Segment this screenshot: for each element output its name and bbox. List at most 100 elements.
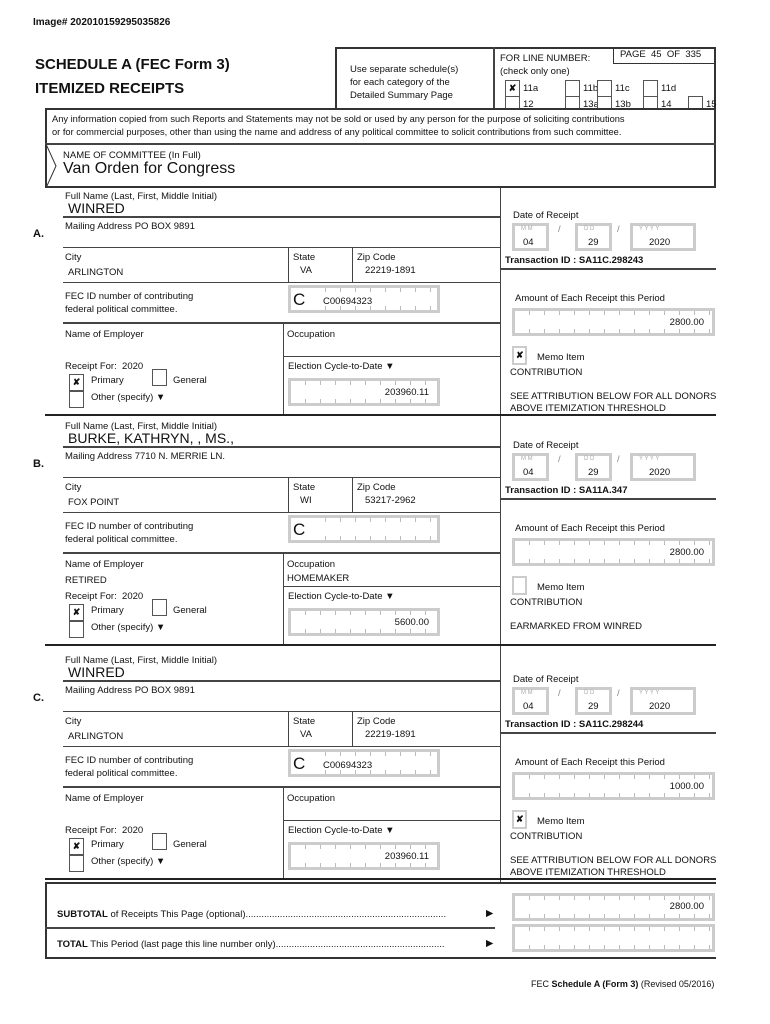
committee-name: Van Orden for Congress [63,160,236,177]
instruction-line: Detailed Summary Page [350,90,453,101]
election-cycle-field-value: 203960.11 [384,851,429,862]
election-cycle-field[interactable]: 5600.00 [288,608,440,636]
entry-letter: C. [33,692,44,704]
subtotal-text: of Receipts This Page (optional)........… [107,909,447,920]
employer-label: Name of Employer [65,559,144,570]
amount-field-value: 2800.00 [669,547,704,558]
memo-item-label: Memo Item [537,352,585,363]
total-field[interactable] [512,924,715,952]
arrow-right-icon: ▶ [486,908,494,919]
day-field[interactable]: D D 29 [575,223,612,251]
general-checkbox[interactable] [152,833,167,850]
day-field[interactable]: D D 29 [575,453,612,481]
other-checkbox[interactable] [69,621,84,638]
memo-text: ABOVE ITEMIZATION THRESHOLD [510,403,666,414]
check-mark-icon: ✘ [516,350,524,360]
line-option-label: 11d [661,83,677,94]
fec-id-label-line: federal political committee. [65,768,178,779]
fec-id-label-line: federal political committee. [65,304,178,315]
mm-hint: M M [521,456,533,462]
other-label: Other (specify) ▼ [91,392,166,403]
instructions: Use separate schedule(s) for each catego… [350,63,458,102]
line-option-label: 13b [615,99,631,110]
election-cycle-label: Election Cycle-to-Date ▼ [288,591,395,602]
primary-label: Primary [91,605,124,616]
fec-id-field[interactable]: C C00694323 [288,749,440,777]
receipt-year: 2020 [122,591,144,602]
memo-item-checkbox[interactable]: ✘ [512,810,527,829]
amount-field[interactable]: 2800.00 [512,308,715,336]
page-total: 335 [685,49,702,60]
address-value: 7710 N. MERRIE LN. [134,451,225,462]
receipt-for: Receipt For: 2020 [65,825,143,836]
zip-label: Zip Code [357,482,396,493]
month-field[interactable]: M M 04 [512,687,549,715]
primary-checkbox[interactable]: ✘ [69,604,84,621]
line-11b-checkbox[interactable] [565,80,580,97]
state-value: WI [300,495,312,506]
subtotal-value: 2800.00 [669,901,704,912]
fec-id-field[interactable]: C [288,515,440,543]
check-mark-icon: ✘ [516,814,524,824]
line-11c-checkbox[interactable] [597,80,612,97]
subtotal-field[interactable]: 2800.00 [512,893,715,921]
other-label: Other (specify) ▼ [91,856,166,867]
receipt-for-label: Receipt For: [65,825,117,836]
day-value: 29 [588,701,599,712]
memo-item-checkbox[interactable] [512,576,527,595]
state-value: VA [300,265,312,276]
itemized-entry: Full Name (Last, First, Middle Initial) … [0,418,770,650]
memo-type: CONTRIBUTION [510,831,583,842]
other-checkbox[interactable] [69,391,84,408]
committee-label: NAME OF COMMITTEE (In Full) [63,150,201,161]
occupation-value: HOMEMAKER [287,573,350,584]
employer-label: Name of Employer [65,329,144,340]
city-label: City [65,716,82,727]
amount-field[interactable]: 1000.00 [512,772,715,800]
primary-label: Primary [91,839,124,850]
memo-type: CONTRIBUTION [510,597,583,608]
form-subtitle: ITEMIZED RECEIPTS [35,80,185,97]
contributor-name: WINRED [68,200,125,216]
city-label: City [65,252,82,263]
date-separator: / [617,224,620,235]
fec-prefix: C [293,754,306,773]
line-11d-checkbox[interactable] [643,80,658,97]
receipt-year: 2020 [122,825,144,836]
day-field[interactable]: D D 29 [575,687,612,715]
date-separator: / [617,454,620,465]
month-field[interactable]: M M 04 [512,223,549,251]
amount-field[interactable]: 2800.00 [512,538,715,566]
month-field[interactable]: M M 04 [512,453,549,481]
general-checkbox[interactable] [152,599,167,616]
entry-letter: B. [33,458,44,470]
transaction-id: Transaction ID : SA11A.347 [505,485,628,496]
memo-text: EARMARKED FROM WINRED [510,621,642,632]
year-field[interactable]: Y Y Y Y 2020 [630,687,696,715]
mailing-address-label: Mailing Address [65,451,133,462]
total-label: TOTAL This Period (last page this line n… [57,939,445,950]
amount-field-value: 1000.00 [669,781,704,792]
general-checkbox[interactable] [152,369,167,386]
zip-label: Zip Code [357,252,396,263]
line-option-label: 11c [615,83,630,94]
month-value: 04 [523,237,534,248]
check-mark-icon: ✘ [72,841,81,851]
occupation-label: Occupation [287,329,336,340]
line-11a-checkbox[interactable]: ✘ [505,80,520,97]
dd-hint: D D [584,456,595,462]
year-field[interactable]: Y Y Y Y 2020 [630,453,696,481]
line-option-label: 12 [523,99,534,110]
election-cycle-field[interactable]: 203960.11 [288,842,440,870]
primary-checkbox[interactable]: ✘ [69,374,84,391]
election-cycle-field[interactable]: 203960.11 [288,378,440,406]
fec-id-field[interactable]: C C00694323 [288,285,440,313]
date-separator: / [558,688,561,699]
other-checkbox[interactable] [69,855,84,872]
memo-text: ABOVE ITEMIZATION THRESHOLD [510,867,666,878]
mailing-address: Mailing Address PO BOX 9891 [65,221,195,232]
primary-checkbox[interactable]: ✘ [69,838,84,855]
other-label: Other (specify) ▼ [91,622,166,633]
memo-item-checkbox[interactable]: ✘ [512,346,527,365]
year-field[interactable]: Y Y Y Y 2020 [630,223,696,251]
